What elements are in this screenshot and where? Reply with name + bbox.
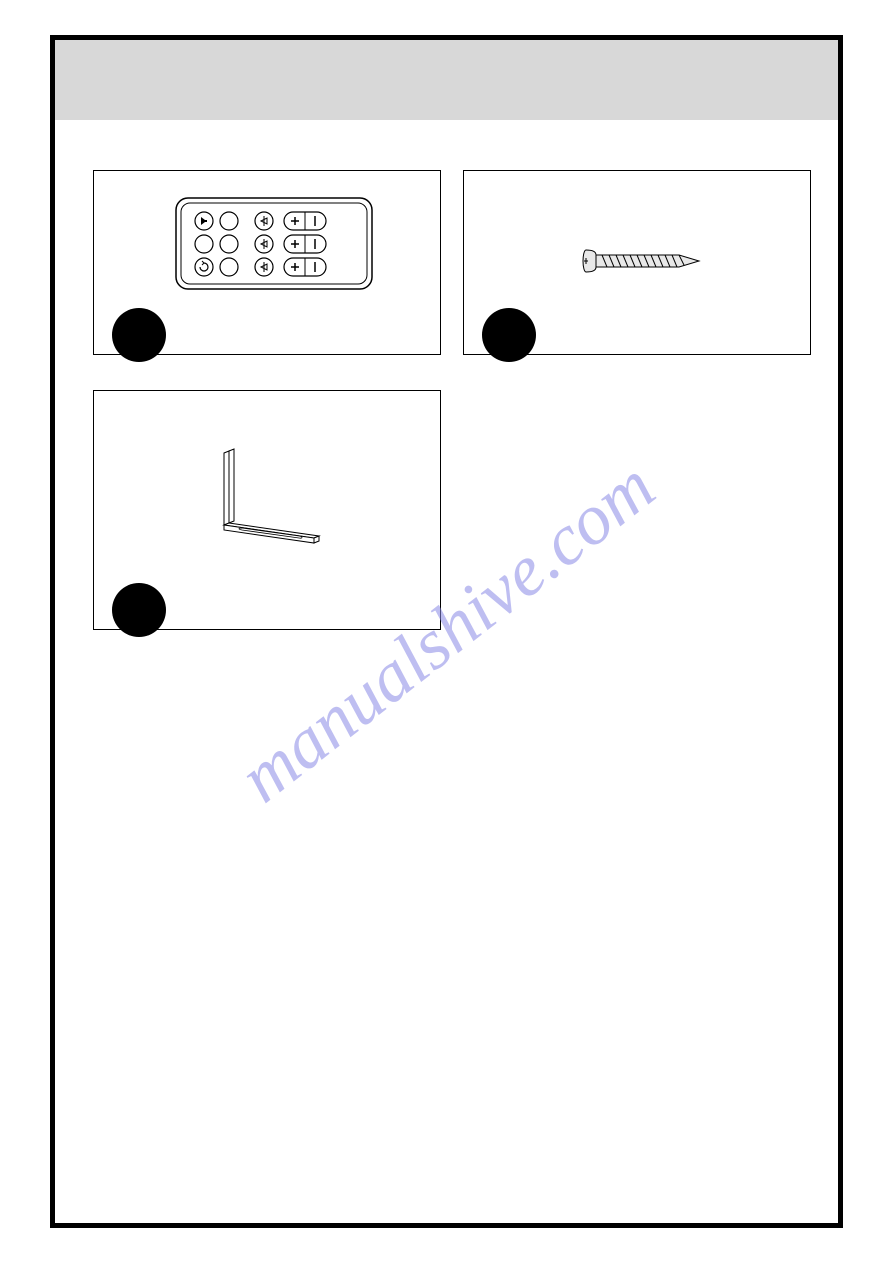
screw-diagram (574, 241, 704, 281)
panel-badge-a (112, 308, 166, 362)
panel-bracket (93, 390, 441, 630)
panel-badge-b (482, 308, 536, 362)
remote-control-diagram (174, 196, 374, 291)
l-bracket-diagram (199, 446, 339, 566)
panel-screw (463, 170, 811, 355)
page-border: manualshive.com (50, 35, 843, 1228)
header-bar (55, 40, 838, 120)
panel-badge-c (112, 583, 166, 637)
panel-remote (93, 170, 441, 355)
